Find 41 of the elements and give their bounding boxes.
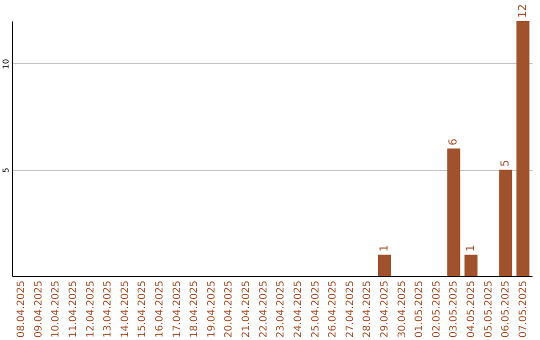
x-tick-label: 11.04.2025 (68, 280, 79, 338)
x-tick-label: 03.05.2025 (448, 280, 460, 338)
x-tick-label: 16.04.2025 (154, 280, 166, 338)
x-tick-label: 12.04.2025 (85, 280, 96, 338)
x-tick-label: 21.04.2025 (241, 280, 252, 338)
x-tick-label: 09.04.2025 (33, 280, 44, 338)
y-tick-label: 10 (2, 58, 10, 70)
x-tick-label: 10.04.2025 (50, 280, 62, 338)
bar (378, 254, 391, 276)
x-tick-label: 17.04.2025 (172, 280, 183, 338)
data-label: 5 (498, 160, 512, 167)
x-tick-label: 28.04.2025 (362, 280, 374, 338)
x-tick-label: 06.05.2025 (500, 280, 512, 338)
bar (447, 148, 460, 276)
x-tick-label: 24.04.2025 (292, 280, 304, 338)
x-tick-label: 23.04.2025 (276, 280, 287, 338)
x-tick-label: 02.05.2025 (431, 280, 442, 338)
data-label: 1 (464, 244, 477, 252)
x-tick-label: 29.04.2025 (379, 280, 390, 338)
bar (464, 254, 478, 276)
x-tick-label: 19.04.2025 (206, 280, 218, 338)
bar (499, 170, 512, 276)
data-label: 1 (377, 244, 390, 252)
data-label: 12 (516, 4, 529, 18)
x-tick-label: 27.04.2025 (344, 280, 356, 338)
bar (516, 21, 530, 276)
x-tick-label: 05.05.2025 (483, 280, 494, 338)
x-tick-label: 07.05.2025 (518, 280, 529, 338)
x-tick-label: 26.04.2025 (328, 280, 339, 338)
x-tick-label: 22.04.2025 (258, 280, 270, 338)
x-tick-label: 14.04.2025 (120, 280, 131, 338)
data-label: 6 (446, 138, 460, 146)
x-tick-label: 15.04.2025 (137, 280, 148, 338)
x-tick-label: 30.04.2025 (396, 280, 408, 338)
x-tick-label: 04.05.2025 (466, 280, 477, 338)
x-tick-label: 13.04.2025 (102, 280, 114, 338)
x-tick-label: 01.05.2025 (414, 280, 426, 338)
x-tick-label: 18.04.2025 (189, 280, 200, 338)
x-tick-label: 20.04.2025 (224, 280, 235, 338)
x-tick-label: 08.04.2025 (16, 280, 28, 338)
x-tick-label: 25.04.2025 (310, 280, 322, 338)
